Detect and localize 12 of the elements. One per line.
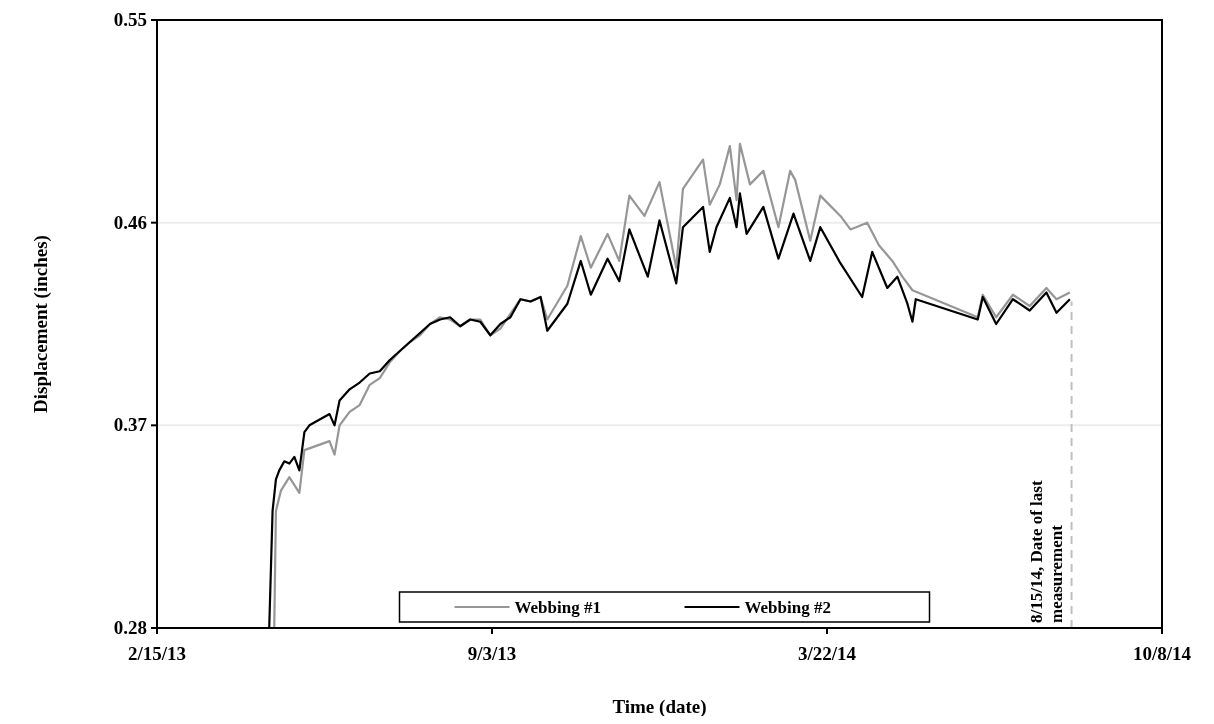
x-tick-label: 2/15/13 [127, 643, 187, 664]
x-tick-label: 9/3/13 [467, 643, 517, 664]
legend-label: Webbing #1 [514, 598, 601, 617]
legend-label: Webbing #2 [744, 598, 831, 617]
y-tick-label: 0.37 [113, 414, 148, 436]
ref-line-label: 8/15/14, Date of last measurement [1026, 480, 1066, 623]
y-tick-label: 0.28 [113, 617, 147, 638]
y-axis-title: Displacement (inches) [30, 235, 52, 413]
y-tick-label: 0.55 [113, 9, 147, 30]
x-tick-label: 3/22/14 [797, 643, 857, 664]
x-tick-label: 10/8/14 [1132, 643, 1192, 664]
y-tick-label: 0.46 [113, 211, 147, 233]
